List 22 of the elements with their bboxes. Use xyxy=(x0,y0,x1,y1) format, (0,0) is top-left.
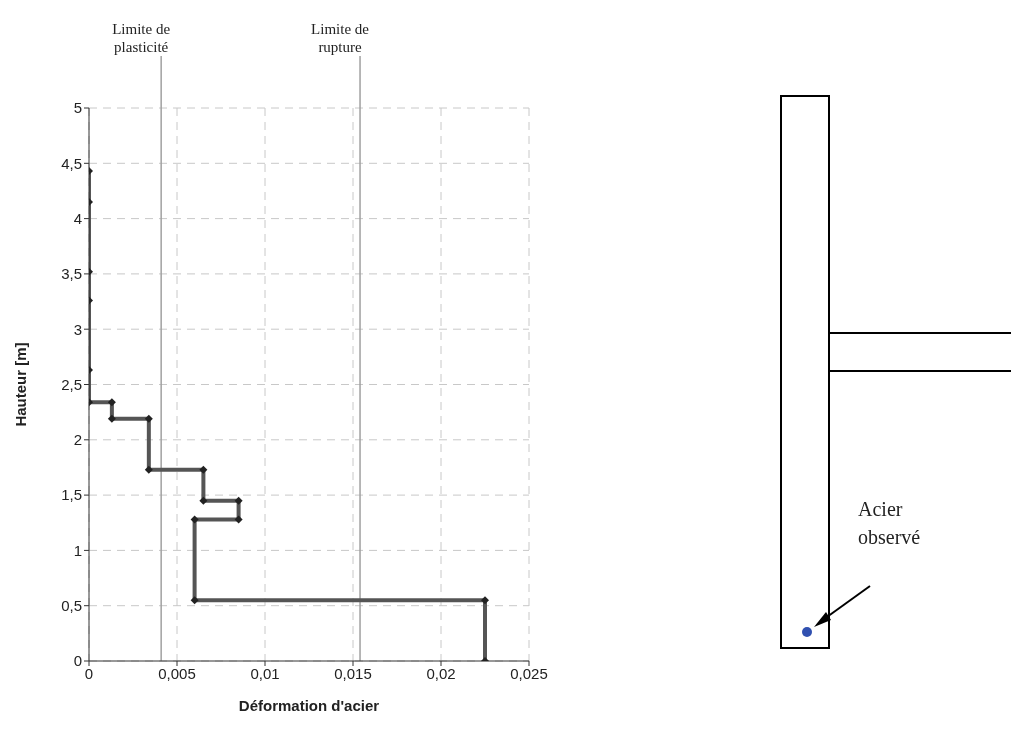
y-tick-label: 4 xyxy=(73,209,82,227)
y-tick-label: 2,5 xyxy=(61,375,82,393)
y-tick-label: 0,5 xyxy=(61,597,82,615)
y-tick-label: 5 xyxy=(73,99,82,117)
x-axis-title: Déformation d'acier xyxy=(238,697,380,714)
y-tick-label: 1,5 xyxy=(61,486,82,504)
x-tick-label: 0,015 xyxy=(334,664,372,682)
ref-line-label: Limite de plasticité xyxy=(112,21,171,55)
y-tick-label: 3 xyxy=(73,320,82,338)
y-axis-title: Hauteur [m] xyxy=(12,342,30,427)
ref-line-label: Limite de rupture xyxy=(311,21,370,55)
y-tick-label: 4,5 xyxy=(61,154,82,172)
y-tick-label: 0 xyxy=(73,652,82,670)
x-tick-label: 0 xyxy=(84,664,94,682)
y-tick-label: 2 xyxy=(73,431,82,449)
x-tick-label: 0,01 xyxy=(250,664,280,682)
y-tick-label: 3,5 xyxy=(61,265,82,283)
x-tick-label: 0,02 xyxy=(426,664,456,682)
x-tick-label: 0,005 xyxy=(158,664,196,682)
x-tick-label: 0,025 xyxy=(510,664,548,682)
y-tick-label: 1 xyxy=(73,541,82,559)
text: Acier observé xyxy=(858,497,922,550)
